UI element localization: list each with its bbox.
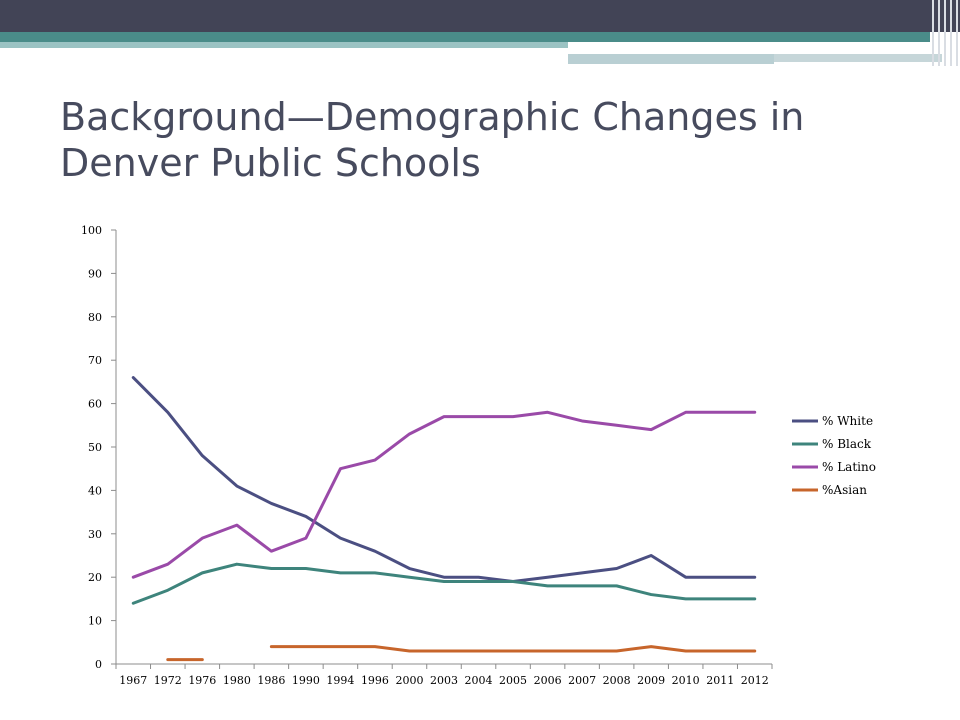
x-tick-label: 1967 (119, 674, 147, 687)
x-tick-label: 1976 (188, 674, 216, 687)
x-tick-label: 1972 (154, 674, 182, 687)
x-tick-label: 2010 (672, 674, 700, 687)
header-light-band-right (568, 54, 774, 64)
x-tick-label: 1980 (223, 674, 251, 687)
y-tick-label: 20 (88, 571, 102, 584)
x-tick-label: 2012 (741, 674, 769, 687)
series-line-2 (131, 410, 757, 579)
header-light-band-far-right (774, 54, 942, 62)
y-tick-label: 80 (88, 311, 102, 324)
y-tick-label: 70 (88, 354, 102, 367)
x-tick-label: 2000 (395, 674, 423, 687)
x-tick-label: 1990 (292, 674, 320, 687)
x-tick-label: 2004 (465, 674, 493, 687)
x-tick-label: 2003 (430, 674, 458, 687)
series-line-3 (269, 645, 757, 653)
header-accent-band (0, 32, 930, 42)
legend-label: % Black (822, 437, 872, 451)
x-tick-label: 2005 (499, 674, 527, 687)
x-tick-label: 1996 (361, 674, 389, 687)
x-tick-label: 2008 (603, 674, 631, 687)
y-tick-label: 10 (88, 615, 102, 628)
y-tick-label: 40 (88, 484, 102, 497)
legend-label: % White (822, 414, 873, 428)
header-bar (0, 0, 960, 32)
x-tick-label: 2006 (534, 674, 562, 687)
y-tick-label: 0 (95, 658, 102, 671)
header-light-band (0, 42, 568, 48)
y-tick-label: 60 (88, 398, 102, 411)
series-line-1 (131, 562, 757, 605)
header-decor-stripes (930, 0, 960, 66)
y-tick-label: 90 (88, 267, 102, 280)
legend-label: % Latino (822, 460, 876, 474)
x-tick-label: 1986 (257, 674, 285, 687)
x-tick-label: 2009 (637, 674, 665, 687)
y-tick-label: 50 (88, 441, 102, 454)
x-tick-label: 1994 (326, 674, 354, 687)
slide-title: Background—Demographic Changes in Denver… (60, 95, 805, 185)
x-tick-label: 2007 (568, 674, 596, 687)
series-line-0 (131, 376, 757, 584)
y-tick-label: 100 (81, 224, 102, 237)
header-divider (568, 48, 888, 51)
x-tick-label: 2011 (706, 674, 734, 687)
y-tick-label: 30 (88, 528, 102, 541)
legend-label: %Asian (822, 483, 867, 497)
